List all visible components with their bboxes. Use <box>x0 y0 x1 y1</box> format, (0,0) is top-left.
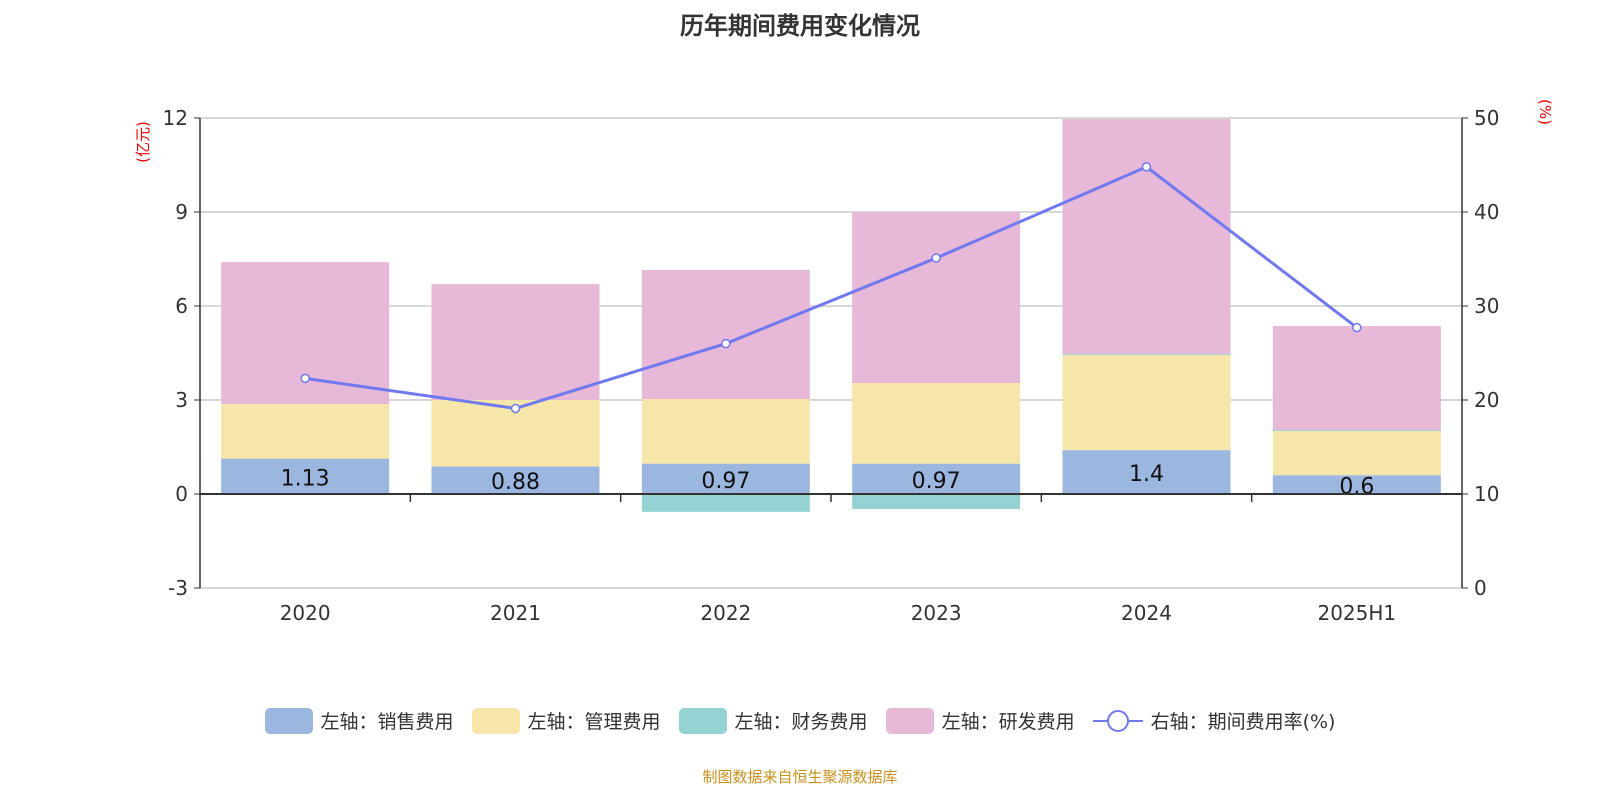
legend-label: 左轴：销售费用 <box>320 711 454 733</box>
legend-swatch <box>885 707 934 734</box>
rate-point <box>721 338 731 349</box>
bar-data-label: 1.4 <box>1129 462 1164 487</box>
legend-item[interactable]: 左轴：管理费用 <box>471 707 661 734</box>
right-tick-label: 40 <box>1474 200 1499 224</box>
bar-左轴：研发费用 <box>1062 118 1231 354</box>
left-tick-label: 0 <box>175 482 188 506</box>
left-tick-label: 3 <box>175 388 188 412</box>
legend-label: 右轴：期间费用率(%) <box>1150 711 1336 733</box>
right-tick-label: 10 <box>1474 482 1499 506</box>
legend-label: 左轴：管理费用 <box>527 711 661 733</box>
bar-左轴：管理费用 <box>852 383 1021 464</box>
bar-左轴：研发费用 <box>1272 326 1441 431</box>
bar-左轴：销售费用 <box>221 458 390 494</box>
right-tick-label: 30 <box>1474 294 1499 318</box>
left-tick-label: 6 <box>175 294 188 318</box>
legend-item[interactable]: 右轴：期间费用率(%) <box>1092 707 1336 734</box>
chart-title: 历年期间费用变化情况 <box>680 12 920 40</box>
bar-左轴：销售费用 <box>852 463 1021 494</box>
bar-左轴：管理费用 <box>1062 354 1231 451</box>
bar-左轴：销售费用 <box>431 466 600 494</box>
legend-label: 左轴：财务费用 <box>734 711 868 733</box>
right-tick-label: 50 <box>1474 106 1499 130</box>
bar-左轴：财务费用 <box>1272 430 1441 432</box>
left-tick-label: -3 <box>168 576 188 600</box>
right-tick-label: 20 <box>1474 388 1499 412</box>
bar-左轴：财务费用 <box>852 494 1021 510</box>
bar-data-label: 0.6 <box>1339 475 1374 500</box>
source-note: 制图数据来自恒生聚源数据库 <box>702 768 898 786</box>
x-tick-label: 2020 <box>280 601 331 625</box>
left-axis-label: (亿元) <box>134 121 152 163</box>
bar-左轴：研发费用 <box>431 284 600 400</box>
legend-line-icon <box>1092 709 1143 732</box>
x-tick-label: 2021 <box>490 601 541 625</box>
rate-point <box>300 373 310 384</box>
right-axis-label: (%) <box>1536 99 1554 125</box>
rate-point <box>1352 322 1362 333</box>
right-tick-label: 0 <box>1474 576 1487 600</box>
bar-左轴：研发费用 <box>852 212 1021 384</box>
bar-左轴：销售费用 <box>1062 450 1231 494</box>
x-tick-label: 2022 <box>700 601 751 625</box>
bar-data-label: 0.97 <box>701 469 750 494</box>
bar-左轴：管理费用 <box>221 404 390 459</box>
bar-data-label: 1.13 <box>281 466 330 491</box>
left-tick-label: 12 <box>163 106 188 130</box>
legend-item[interactable]: 左轴：研发费用 <box>885 707 1075 734</box>
bar-左轴：销售费用 <box>641 463 810 494</box>
x-tick-label: 2024 <box>1121 601 1172 625</box>
legend-swatch <box>678 707 727 734</box>
bar-左轴：管理费用 <box>1272 431 1441 476</box>
rate-point <box>510 403 521 414</box>
bar-data-label: 0.97 <box>912 469 961 494</box>
bar-左轴：财务费用 <box>641 494 810 512</box>
bar-左轴：管理费用 <box>641 399 810 464</box>
bar-data-label: 0.88 <box>491 470 540 495</box>
legend-swatch <box>264 707 313 734</box>
legend: 左轴：销售费用 左轴：管理费用 左轴：财务费用 左轴：研发费用 右轴：期间费用率(%) <box>0 707 1600 734</box>
bar-左轴：研发费用 <box>641 269 810 400</box>
rate-point <box>1141 162 1152 172</box>
rate-point <box>931 253 941 263</box>
legend-swatch <box>471 707 520 734</box>
x-tick-label: 2025H1 <box>1317 601 1396 625</box>
legend-item[interactable]: 左轴：财务费用 <box>678 707 868 734</box>
bar-左轴：销售费用 <box>1272 475 1441 494</box>
x-tick-label: 2023 <box>911 601 962 625</box>
legend-label: 左轴：研发费用 <box>941 711 1075 733</box>
bar-左轴：财务费用 <box>1062 353 1231 355</box>
left-tick-label: 9 <box>175 200 188 224</box>
rate-line <box>304 165 1358 410</box>
legend-item[interactable]: 左轴：销售费用 <box>264 707 454 734</box>
